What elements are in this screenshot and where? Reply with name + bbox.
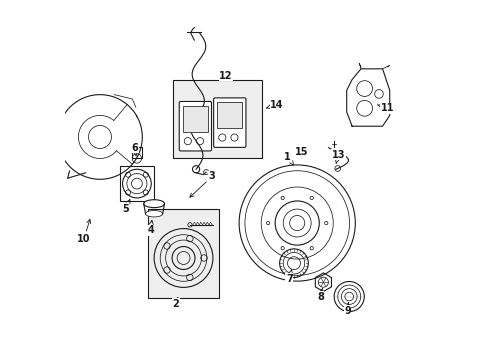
Bar	[172, 80, 262, 158]
Text: 11: 11	[377, 103, 393, 113]
FancyBboxPatch shape	[213, 98, 245, 147]
Text: 15: 15	[295, 147, 308, 157]
Bar	[120, 166, 154, 201]
Bar	[217, 102, 242, 128]
Text: 13: 13	[331, 150, 345, 163]
Text: 9: 9	[344, 302, 350, 316]
FancyBboxPatch shape	[179, 102, 211, 151]
Bar	[183, 106, 207, 132]
Ellipse shape	[143, 200, 164, 208]
Text: 6: 6	[131, 143, 138, 156]
Text: 4: 4	[147, 220, 154, 235]
Text: 5: 5	[122, 199, 130, 214]
Bar	[147, 209, 219, 298]
Text: 2: 2	[172, 297, 179, 309]
Ellipse shape	[145, 211, 163, 217]
Text: 10: 10	[77, 219, 90, 244]
Text: 7: 7	[285, 270, 292, 284]
Text: 12: 12	[219, 71, 232, 81]
Text: 1: 1	[284, 152, 293, 165]
Text: 8: 8	[316, 288, 324, 302]
Text: 3: 3	[189, 171, 215, 197]
Bar	[132, 147, 142, 158]
Text: 14: 14	[266, 100, 283, 110]
